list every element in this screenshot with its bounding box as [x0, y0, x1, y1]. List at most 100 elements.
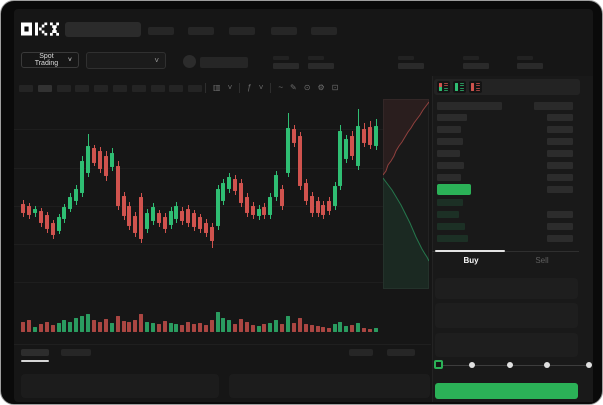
book-bids-icon[interactable]: [453, 81, 466, 93]
candle: [268, 197, 272, 215]
volume-bar: [245, 322, 249, 332]
bottom-action-placeholder[interactable]: [349, 349, 373, 356]
candle: [180, 211, 184, 221]
book-asks-icon[interactable]: [469, 81, 482, 93]
total-input[interactable]: [435, 333, 578, 357]
slider-step-dot[interactable]: [507, 362, 513, 368]
ask-row[interactable]: [437, 126, 461, 133]
volume-bar: [33, 327, 37, 332]
stat-value-placeholder: [517, 63, 543, 69]
volume-bar: [104, 319, 108, 332]
amount-slider-handle[interactable]: [434, 360, 443, 369]
tab-buy[interactable]: Buy: [463, 256, 479, 265]
slider-step-dot[interactable]: [469, 362, 475, 368]
ticker-stat-placeholder: [308, 56, 334, 69]
search-input[interactable]: [65, 22, 141, 37]
book-icon-line: [476, 85, 480, 87]
timeframe-button[interactable]: [169, 85, 183, 92]
candle: [368, 127, 372, 145]
nav-item-placeholder[interactable]: [148, 27, 174, 35]
bid-row[interactable]: [437, 211, 459, 218]
chart-type-icon[interactable]: ▥: [213, 83, 221, 92]
bid-row[interactable]: [437, 235, 468, 242]
chevron-down-icon[interactable]: ˅: [227, 83, 233, 92]
timeframe-button[interactable]: [113, 85, 127, 92]
amount-slider-track[interactable]: [437, 365, 589, 366]
last-price-badge[interactable]: [437, 184, 471, 195]
gridline: [14, 129, 418, 130]
timeframe-button[interactable]: [132, 85, 146, 92]
volume-bar: [92, 320, 96, 332]
indicators-icon[interactable]: ƒ: [247, 83, 252, 92]
ask-row[interactable]: [437, 162, 464, 169]
volume-bar: [333, 324, 337, 332]
candle: [262, 207, 266, 215]
candle: [104, 156, 108, 176]
volume-bar: [192, 324, 196, 332]
ask-row[interactable]: [437, 150, 460, 157]
candle: [239, 183, 243, 203]
settings-icon[interactable]: ⚙: [317, 83, 325, 92]
timeframe-button[interactable]: [151, 85, 165, 92]
candle: [374, 126, 378, 146]
bottom-tab-active[interactable]: [21, 349, 49, 356]
draw-icon[interactable]: ✎: [290, 83, 297, 92]
bid-row[interactable]: [437, 223, 465, 230]
gridline: [14, 244, 418, 245]
volume-bar: [310, 325, 314, 332]
book-icon-line: [460, 83, 464, 84]
screenshot-icon[interactable]: ⊙: [303, 83, 311, 92]
pair-selector-dropdown[interactable]: ˅: [86, 52, 166, 69]
candle: [304, 183, 308, 201]
book-icon-column: [439, 83, 442, 91]
timeframe-button[interactable]: [75, 85, 89, 92]
nav-item-placeholder[interactable]: [311, 27, 337, 35]
tab-sell[interactable]: Sell: [535, 256, 549, 265]
nav-item-placeholder[interactable]: [271, 27, 297, 35]
ask-row[interactable]: [437, 114, 467, 121]
candle: [68, 197, 72, 209]
timeframe-button[interactable]: [19, 85, 33, 92]
bottom-tab[interactable]: [61, 349, 91, 356]
volume-bar: [145, 322, 149, 332]
candle: [169, 211, 173, 225]
fullscreen-icon[interactable]: ⊡: [331, 83, 339, 92]
timeframe-button[interactable]: [57, 85, 71, 92]
ask-row[interactable]: [437, 174, 461, 181]
ask-row[interactable]: [437, 138, 463, 145]
bottom-tab-indicator: [21, 360, 49, 362]
chevron-down-icon[interactable]: ˅: [258, 83, 264, 92]
candle: [298, 136, 302, 186]
bid-row[interactable]: [437, 199, 463, 206]
line-tool-icon[interactable]: ~: [278, 83, 284, 92]
candle: [74, 189, 78, 201]
candlestick-chart[interactable]: [1, 97, 431, 344]
price-input[interactable]: [435, 278, 578, 299]
amount-input[interactable]: [435, 303, 578, 328]
nav-item-placeholder[interactable]: [188, 27, 214, 35]
volume-bar: [157, 324, 161, 332]
volume-bar: [356, 323, 360, 332]
slider-step-dot[interactable]: [586, 362, 592, 368]
volume-bar: [51, 325, 55, 332]
candle: [280, 189, 284, 206]
bottom-action-placeholder[interactable]: [387, 349, 415, 356]
book-combined-icon[interactable]: [437, 81, 450, 93]
candle: [338, 131, 342, 186]
market-type-dropdown[interactable]: Spot Trading ˅: [21, 52, 79, 68]
timeframe-button[interactable]: [38, 85, 52, 92]
slider-step-dot[interactable]: [544, 362, 550, 368]
ticker-stat-placeholder: [517, 56, 543, 69]
candle: [98, 151, 102, 169]
stat-value-placeholder: [398, 63, 424, 69]
timeframe-button[interactable]: [94, 85, 108, 92]
volume-bar: [116, 316, 120, 332]
nav-item-placeholder[interactable]: [229, 27, 255, 35]
volume-bar: [86, 314, 90, 332]
book-icon-line: [444, 87, 448, 89]
buy-submit-button[interactable]: [435, 383, 578, 399]
okx-logo: [21, 22, 59, 36]
timeframe-button[interactable]: [188, 85, 202, 92]
volume-bar: [262, 324, 266, 332]
